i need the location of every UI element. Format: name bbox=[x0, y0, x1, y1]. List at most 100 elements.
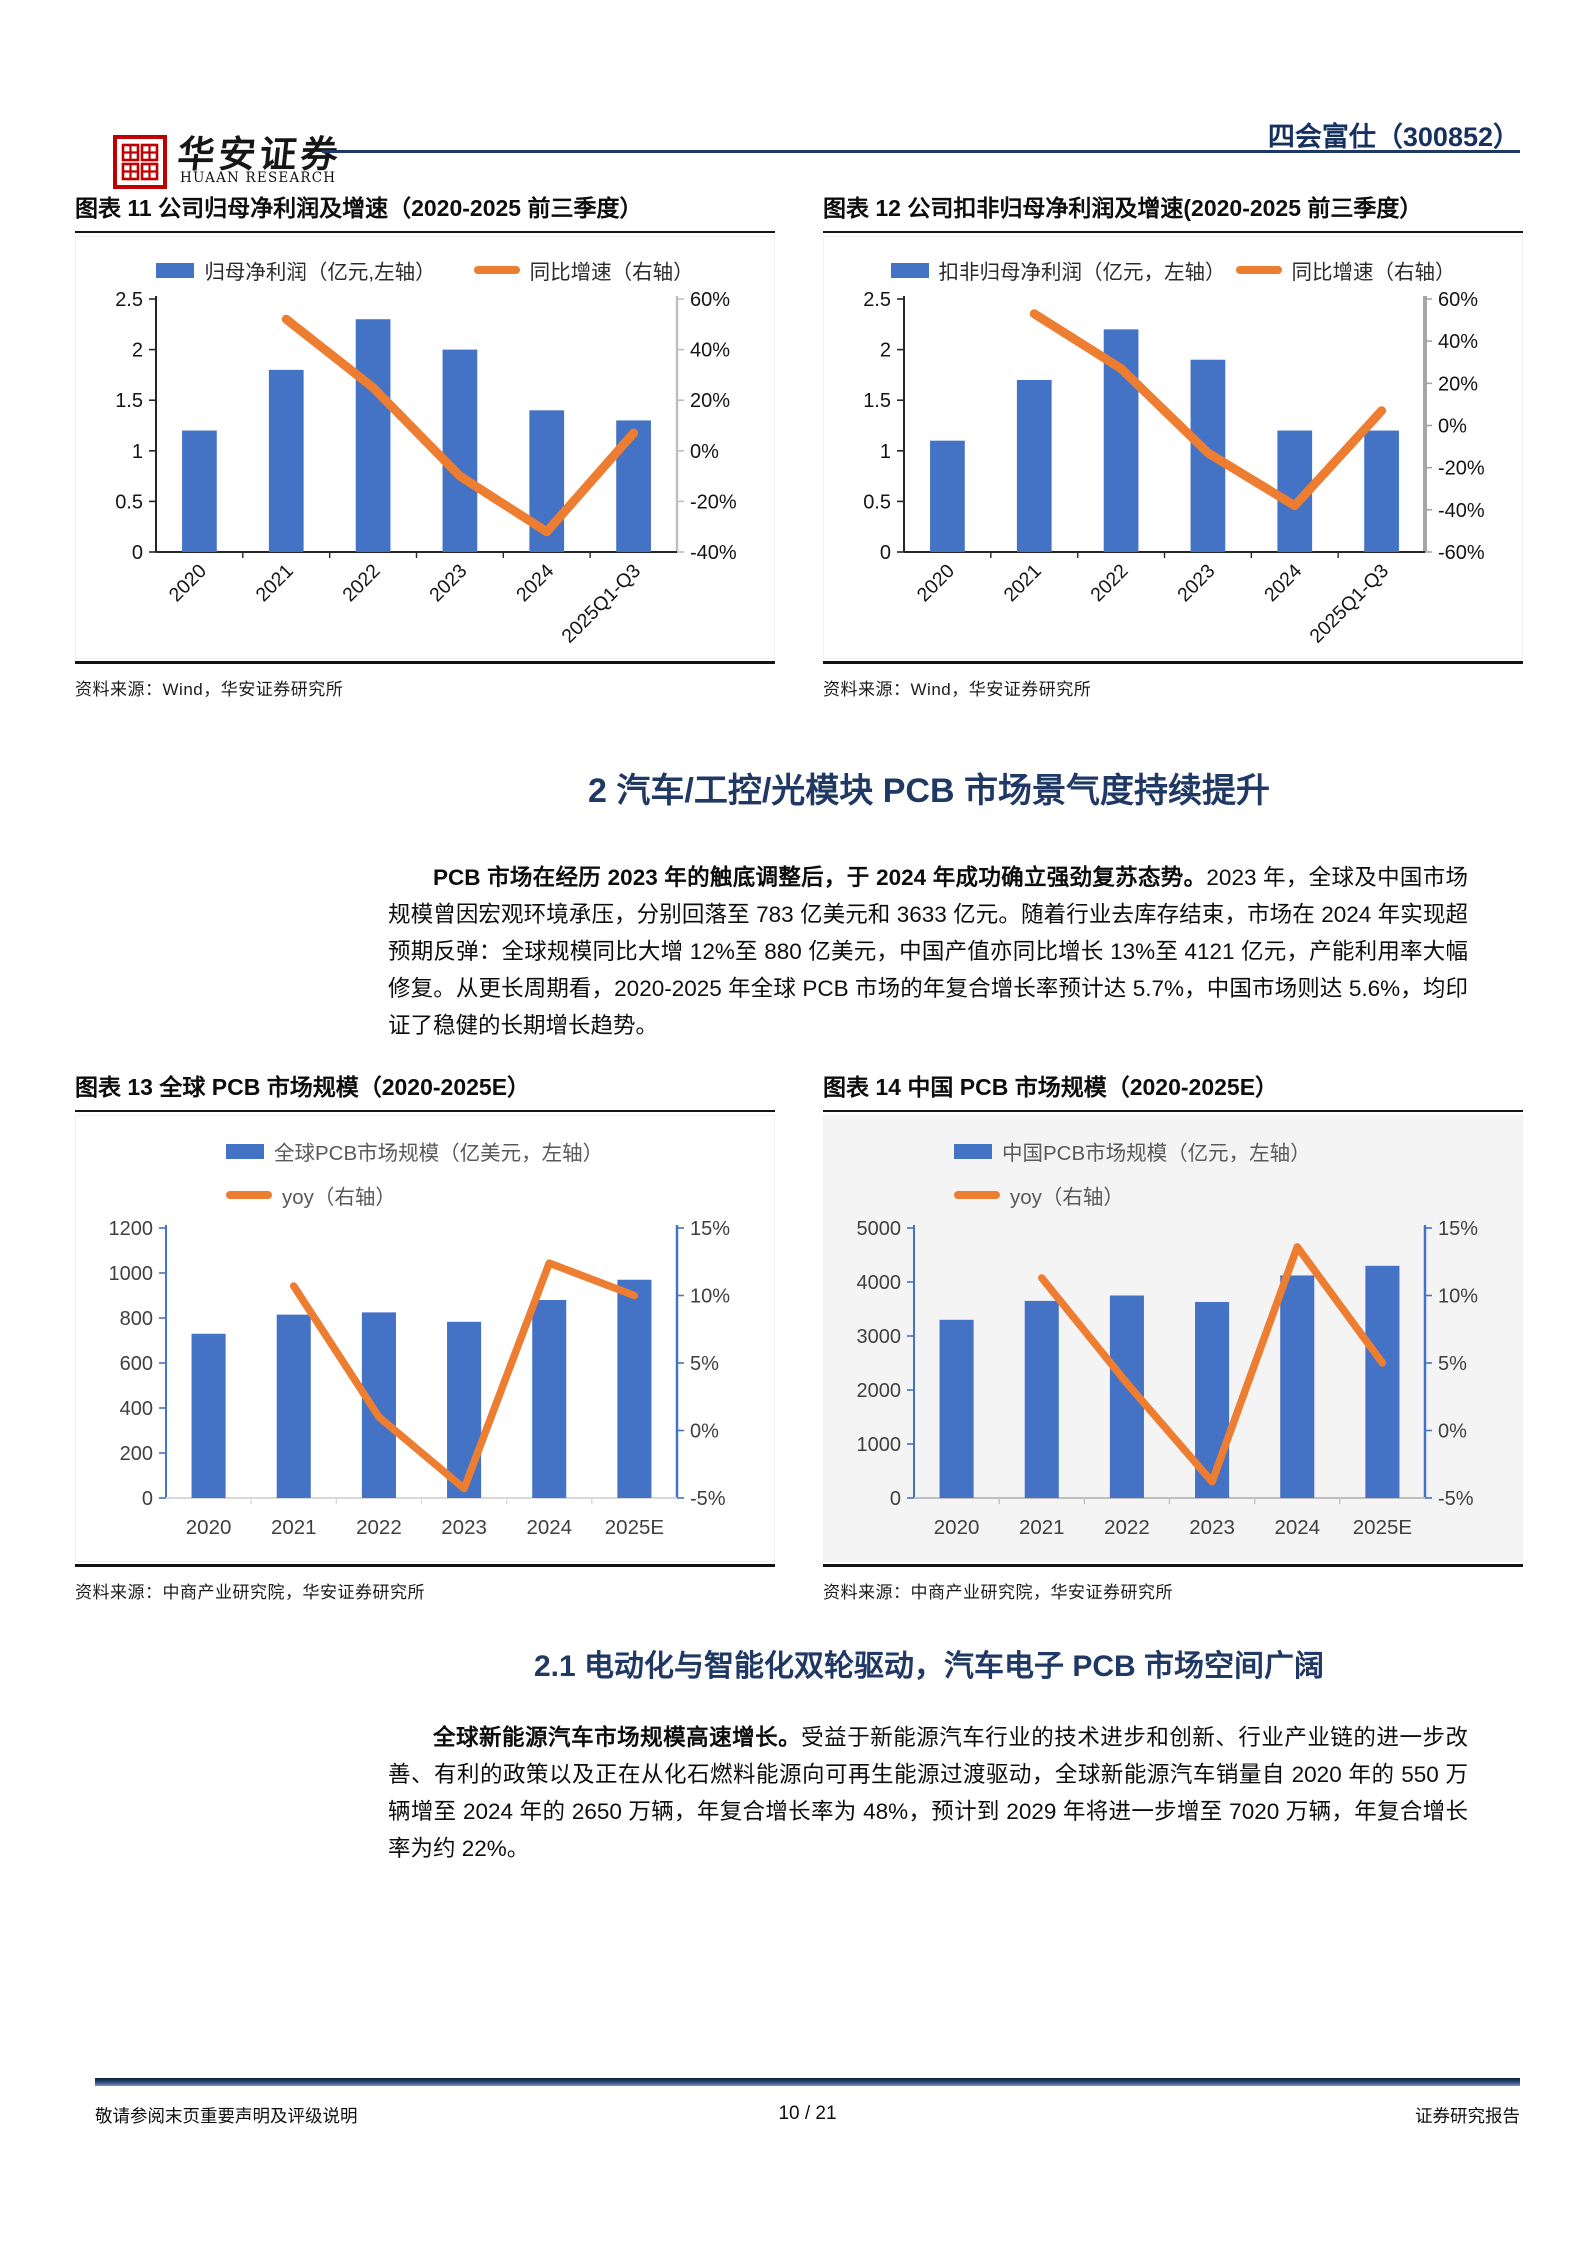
svg-text:600: 600 bbox=[120, 1353, 153, 1375]
svg-text:2024: 2024 bbox=[526, 1516, 572, 1539]
page-number: 10 / 21 bbox=[778, 2103, 837, 2124]
chart-canvas: 00.511.522.5-40%-20%0%20%40%60%2020 2021 2… bbox=[115, 289, 737, 648]
figure-11: 图表 11 公司归母净利润及增速（2020-2025 前三季度） 归母净利润（亿… bbox=[75, 193, 775, 700]
x-labels: 2020 2021 2022 2023 2024 2025Q1-Q3 bbox=[913, 560, 1393, 648]
figure-12-separator bbox=[823, 661, 1523, 664]
figure-14-chart: 中国PCB市场规模（亿元，左轴） yoy（右轴） 0 1000 2000 3000 40… bbox=[823, 1115, 1523, 1562]
svg-text:2022: 2022 bbox=[1086, 560, 1132, 606]
legend-item: 中国PCB市场规模（亿元，左轴） bbox=[954, 1136, 1522, 1166]
svg-text:2023: 2023 bbox=[441, 1516, 487, 1539]
line-legend-swatch bbox=[1235, 266, 1282, 274]
svg-text:-60%: -60% bbox=[1438, 542, 1485, 564]
section-2-heading: 2 汽车/工控/光模块 PCB 市场景气度持续提升 bbox=[588, 772, 1270, 810]
figure-14-separator bbox=[823, 1564, 1523, 1567]
svg-text:1.5: 1.5 bbox=[115, 390, 143, 412]
x-labels: 2020 2021 2022 2023 2024 2025E bbox=[186, 1516, 664, 1539]
svg-text:400: 400 bbox=[120, 1398, 153, 1420]
svg-text:800: 800 bbox=[120, 1308, 153, 1330]
svg-text:2021: 2021 bbox=[1000, 560, 1046, 606]
figure-11-title: 图表 11 公司归母净利润及增速（2020-2025 前三季度） bbox=[75, 193, 775, 233]
line-legend-label: 同比增速（右轴） bbox=[529, 261, 694, 284]
svg-text:2000: 2000 bbox=[857, 1380, 902, 1402]
line-legend-swatch bbox=[473, 266, 520, 274]
x-labels: 2020 2021 2022 2023 2024 2025Q1-Q3 bbox=[165, 560, 645, 648]
svg-text:60%: 60% bbox=[690, 289, 730, 311]
x-labels: 2020 2021 2022 2023 2024 2025E bbox=[934, 1516, 1412, 1539]
figure-11-source: 资料来源：Wind，华安证券研究所 bbox=[75, 680, 344, 699]
svg-text:-20%: -20% bbox=[690, 491, 737, 513]
svg-text:-5%: -5% bbox=[690, 1488, 726, 1510]
figure-12-chart: 扣非归母净利润（亿元，左轴） 同比增速（右轴） 0 0.5 1 1.5 2 2.5 -60%… bbox=[823, 236, 1523, 659]
svg-text:2023: 2023 bbox=[1189, 1516, 1235, 1539]
stock-title: 四会富仕（300852） bbox=[1267, 122, 1520, 152]
svg-text:1000: 1000 bbox=[109, 1263, 154, 1285]
figure-14-title: 图表 14 中国 PCB 市场规模（2020-2025E） bbox=[823, 1072, 1523, 1112]
svg-text:-40%: -40% bbox=[690, 542, 737, 564]
footer-accent-bar bbox=[95, 2078, 1520, 2086]
seal-icon bbox=[113, 135, 167, 189]
figure-13-source: 资料来源：中商产业研究院，华安证券研究所 bbox=[75, 1583, 425, 1602]
legend-item: yoy（右轴） bbox=[226, 1180, 774, 1210]
header-divider bbox=[322, 150, 1520, 153]
svg-text:60%: 60% bbox=[1438, 289, 1478, 311]
figure-11-legend: 归母净利润（亿元,左轴） 同比增速（右轴） bbox=[76, 255, 774, 285]
axes: 0 200 400 600 800 1000 1200 -5% 0% 5% 10% 15% bbox=[109, 1218, 731, 1510]
bar-legend-swatch bbox=[226, 1143, 264, 1159]
line-legend-label: yoy（右轴） bbox=[1010, 1186, 1124, 1209]
svg-text:0: 0 bbox=[132, 542, 143, 564]
svg-text:0%: 0% bbox=[1438, 416, 1467, 438]
svg-text:1200: 1200 bbox=[109, 1218, 154, 1240]
figure-13-separator bbox=[75, 1564, 775, 1567]
svg-text:2021: 2021 bbox=[252, 560, 298, 606]
figure-12: 图表 12 公司扣非归母净利润及增速(2020-2025 前三季度） 扣非归母净… bbox=[823, 193, 1523, 700]
svg-text:5%: 5% bbox=[690, 1353, 719, 1375]
bars bbox=[191, 1279, 652, 1498]
axes: 0 1000 2000 3000 4000 5000 -5% 0% 5% 10% 15% bbox=[857, 1218, 1479, 1510]
figure-12-legend: 扣非归母净利润（亿元，左轴） 同比增速（右轴） bbox=[824, 255, 1522, 285]
legend-item: yoy（右轴） bbox=[954, 1180, 1522, 1210]
svg-text:2024: 2024 bbox=[1274, 1516, 1320, 1539]
svg-text:4000: 4000 bbox=[857, 1272, 902, 1294]
bar-legend-label: 归母净利润（亿元,左轴） bbox=[204, 261, 436, 284]
svg-text:15%: 15% bbox=[690, 1218, 730, 1240]
figure-13: 图表 13 全球 PCB 市场规模（2020-2025E） 全球PCB市场规模（… bbox=[75, 1072, 775, 1603]
svg-text:10%: 10% bbox=[690, 1286, 730, 1308]
svg-text:1: 1 bbox=[132, 441, 143, 463]
svg-text:2024: 2024 bbox=[1260, 560, 1306, 606]
svg-text:-20%: -20% bbox=[1438, 458, 1485, 480]
svg-text:2021: 2021 bbox=[271, 1516, 317, 1539]
svg-text:2020: 2020 bbox=[913, 560, 959, 606]
line-legend-label: yoy（右轴） bbox=[282, 1186, 396, 1209]
line-legend-swatch bbox=[226, 1191, 272, 1199]
figure-13-title: 图表 13 全球 PCB 市场规模（2020-2025E） bbox=[75, 1072, 775, 1112]
svg-text:-40%: -40% bbox=[1438, 500, 1485, 522]
paragraph-body: 2023 年，全球及中国市场规模曾因宏观环境承压，分别回落至 783 亿美元和 … bbox=[388, 864, 1468, 1038]
figure-11-plot: 0 0.5 1 1.5 2 2.5 -40% -20% 0% 20% 40% 60% 2020 2021 2… bbox=[76, 287, 774, 654]
svg-text:2025E: 2025E bbox=[605, 1516, 664, 1539]
huaan-seal-logo-icon bbox=[113, 135, 167, 189]
footer-report-type: 证券研究报告 bbox=[1415, 2106, 1520, 2126]
svg-text:2024: 2024 bbox=[512, 560, 558, 606]
paragraph-lead-bold: 全球新能源汽车市场规模高速增长。 bbox=[433, 1724, 802, 1750]
svg-text:1.5: 1.5 bbox=[863, 390, 891, 412]
svg-text:0: 0 bbox=[142, 1488, 153, 1510]
svg-text:0%: 0% bbox=[690, 441, 719, 463]
svg-text:0: 0 bbox=[880, 542, 891, 564]
svg-text:1: 1 bbox=[880, 441, 891, 463]
trend-line bbox=[281, 314, 639, 537]
svg-text:2025E: 2025E bbox=[1353, 1516, 1412, 1539]
chart-canvas: 00.511.522.5-60%-40%-20%0%20%40%60%2020 2… bbox=[863, 289, 1485, 648]
svg-text:2022: 2022 bbox=[1104, 1516, 1150, 1539]
svg-text:2021: 2021 bbox=[1019, 1516, 1065, 1539]
svg-text:0.5: 0.5 bbox=[115, 491, 143, 513]
bar-legend-swatch bbox=[954, 1143, 992, 1159]
figure-13-legend: 全球PCB市场规模（亿美元，左轴） yoy（右轴） bbox=[226, 1136, 774, 1210]
svg-text:2020: 2020 bbox=[934, 1516, 980, 1539]
svg-text:40%: 40% bbox=[690, 340, 730, 362]
line-legend-label: 同比增速（右轴） bbox=[1291, 261, 1456, 284]
figure-13-chart: 全球PCB市场规模（亿美元，左轴） yoy（右轴） 0 200 400 600 800 1… bbox=[75, 1115, 775, 1562]
svg-text:2022: 2022 bbox=[338, 560, 384, 606]
figure-14-legend: 中国PCB市场规模（亿元，左轴） yoy（右轴） bbox=[954, 1136, 1522, 1210]
